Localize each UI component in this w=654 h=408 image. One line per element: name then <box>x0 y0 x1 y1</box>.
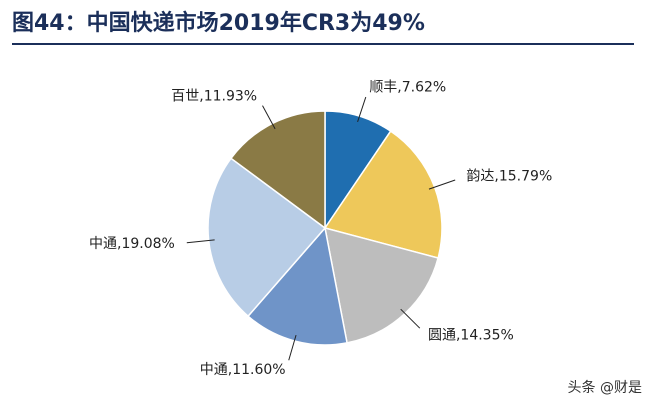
data-label: 韵达,15.79% <box>466 169 552 185</box>
data-label: 百世,11.93% <box>171 89 257 105</box>
leader-line <box>288 335 297 361</box>
leader-line <box>357 96 367 123</box>
data-label: 中通,19.08% <box>89 236 175 252</box>
leader-line <box>428 179 456 190</box>
leader-line <box>400 308 421 329</box>
leader-line <box>262 105 276 130</box>
chart-title: 图44：中国快递市场2019年CR3为49% <box>12 10 425 36</box>
leader-line <box>186 239 215 244</box>
watermark: 头条 @财是 <box>568 379 642 396</box>
data-label: 中通,11.60% <box>200 362 286 378</box>
data-label: 顺丰,7.62% <box>369 79 446 95</box>
data-label: 圆通,14.35% <box>428 328 514 344</box>
